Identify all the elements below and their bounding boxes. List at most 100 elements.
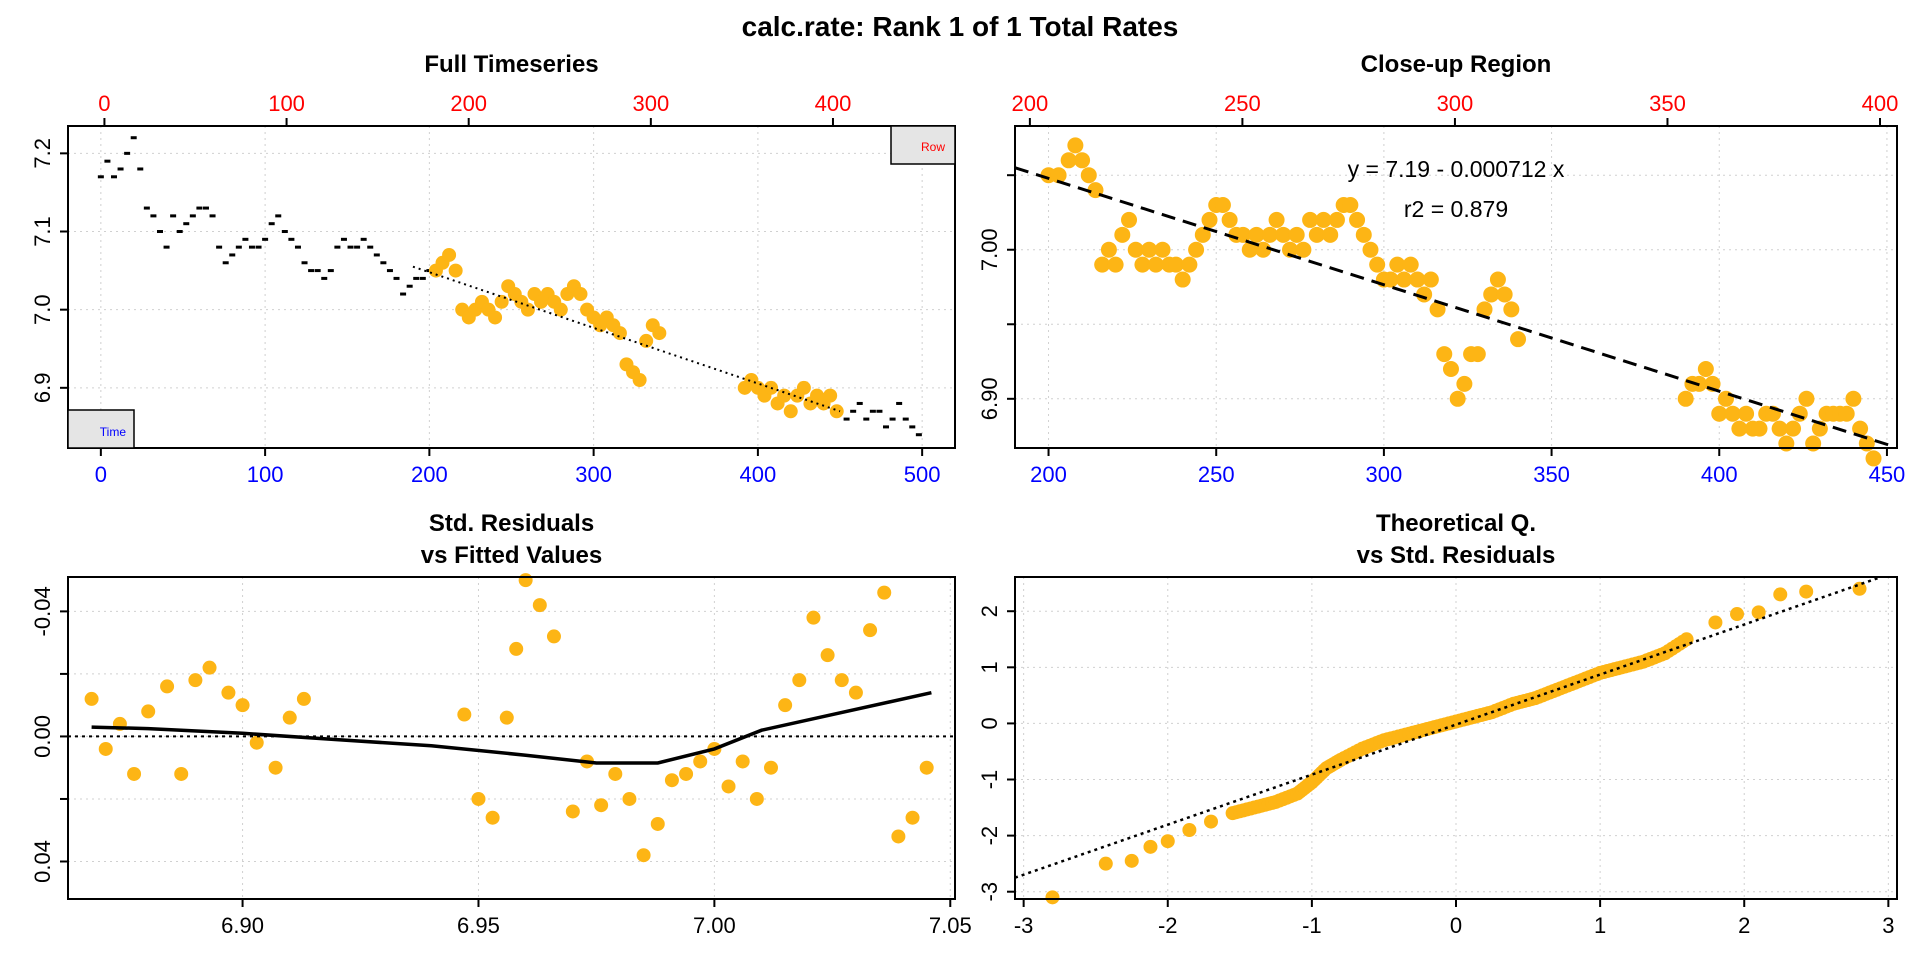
closeup-point-65 bbox=[1483, 286, 1500, 303]
closeup-point-23 bbox=[1201, 211, 1218, 228]
full-xtick-label-4: 400 bbox=[740, 462, 777, 487]
full-bg-point-56 bbox=[876, 409, 883, 413]
closeup-point-55 bbox=[1416, 286, 1433, 303]
full-bg-point-6 bbox=[137, 167, 144, 171]
closeup-point-31 bbox=[1255, 241, 1272, 258]
full-bg-point-9 bbox=[156, 230, 163, 234]
full-point-14 bbox=[520, 302, 535, 317]
closeup-point-75 bbox=[1711, 405, 1728, 422]
closeup-xtick-label-2: 300 bbox=[1366, 462, 1403, 487]
resid-point-38 bbox=[778, 698, 793, 713]
closeup-point-45 bbox=[1349, 211, 1366, 228]
full-bg-point-28 bbox=[281, 230, 288, 234]
full-bg-point-55 bbox=[869, 409, 876, 413]
full-bg-point-57 bbox=[883, 425, 890, 429]
closeup-point-8 bbox=[1100, 241, 1117, 258]
closeup-point-86 bbox=[1785, 420, 1802, 437]
closeup-point-98 bbox=[1865, 450, 1882, 467]
closeup-point-89 bbox=[1805, 435, 1822, 452]
closeup-top-tick-label-2: 300 bbox=[1437, 91, 1474, 116]
closeup-point-33 bbox=[1268, 211, 1285, 228]
full-bg-point-41 bbox=[367, 245, 374, 249]
resid-xtick-label-0: 6.90 bbox=[221, 913, 264, 938]
qq-xtick-label-3: 0 bbox=[1450, 913, 1462, 938]
full-xtick-label-5: 500 bbox=[904, 462, 941, 487]
closeup-point-11 bbox=[1121, 211, 1138, 228]
full-point-44 bbox=[796, 380, 811, 395]
closeup-point-16 bbox=[1154, 241, 1171, 258]
full-bg-point-47 bbox=[406, 284, 413, 288]
full-bg-point-17 bbox=[209, 214, 216, 218]
qq-point-140 bbox=[1708, 615, 1723, 630]
full-legend-row-label: Row bbox=[921, 140, 945, 154]
closeup-point-36 bbox=[1288, 226, 1305, 243]
full-bg-point-33 bbox=[314, 269, 321, 273]
resid-point-7 bbox=[188, 673, 203, 688]
full-bg-point-30 bbox=[294, 245, 301, 249]
qq-point-143 bbox=[1773, 587, 1788, 602]
resid-smooth-line bbox=[91, 690, 932, 765]
full-bg-point-59 bbox=[896, 401, 903, 405]
full-xtick-label-0: 0 bbox=[95, 462, 107, 487]
qq-point-144 bbox=[1799, 584, 1814, 599]
closeup-ytick-label-1: 7.00 bbox=[977, 228, 1002, 271]
closeup-point-67 bbox=[1496, 286, 1513, 303]
closeup-point-53 bbox=[1402, 256, 1419, 273]
closeup-xtick-label-1: 250 bbox=[1198, 462, 1235, 487]
full-bg-point-43 bbox=[380, 261, 387, 265]
resid-point-20 bbox=[518, 573, 533, 588]
full-bg-point-16 bbox=[202, 206, 209, 210]
closeup-point-13 bbox=[1134, 256, 1151, 273]
closeup-point-37 bbox=[1295, 241, 1312, 258]
closeup-point-5 bbox=[1080, 167, 1097, 184]
closeup-point-19 bbox=[1174, 271, 1191, 288]
closeup-point-2 bbox=[1060, 152, 1077, 169]
qq-point-2 bbox=[1124, 853, 1139, 868]
qq-xtick-label-5: 2 bbox=[1738, 913, 1750, 938]
full-bg-point-29 bbox=[288, 237, 295, 241]
resid-point-13 bbox=[282, 710, 297, 725]
closeup-point-21 bbox=[1188, 241, 1205, 258]
resid-point-15 bbox=[457, 707, 472, 722]
resid-point-0 bbox=[84, 691, 99, 706]
full-point-31 bbox=[632, 373, 647, 388]
qq-title: Theoretical Q. bbox=[1376, 510, 1536, 537]
qq-ytick-label-1: -2 bbox=[977, 826, 1002, 846]
full-bg-point-4 bbox=[124, 151, 131, 155]
full-point-3 bbox=[448, 263, 463, 278]
closeup-point-48 bbox=[1369, 256, 1386, 273]
resid-point-27 bbox=[622, 791, 637, 806]
qq-point-3 bbox=[1143, 839, 1158, 854]
closeup-equation: y = 7.19 - 0.000712 x bbox=[1348, 156, 1565, 182]
closeup-title: Close-up Region bbox=[1361, 51, 1552, 78]
closeup-point-61 bbox=[1456, 375, 1473, 392]
full-bg-point-5 bbox=[130, 136, 137, 140]
qq-reference-line bbox=[1014, 575, 1882, 879]
full-xtick-label-3: 300 bbox=[575, 462, 612, 487]
closeup-point-95 bbox=[1845, 390, 1862, 407]
full-bg-point-37 bbox=[340, 237, 347, 241]
qq-subtitle: vs Std. Residuals bbox=[1357, 542, 1556, 569]
full-ytick-label-3: 7.2 bbox=[30, 138, 55, 169]
resid-point-5 bbox=[160, 679, 175, 694]
closeup-point-51 bbox=[1389, 256, 1406, 273]
closeup-point-77 bbox=[1724, 405, 1741, 422]
full-bg-point-22 bbox=[242, 237, 249, 241]
figure-title: calc.rate: Rank 1 of 1 Total Rates bbox=[742, 11, 1179, 42]
full-bg-point-62 bbox=[915, 433, 922, 437]
closeup-point-66 bbox=[1489, 271, 1506, 288]
resid-xtick-label-1: 6.95 bbox=[457, 913, 500, 938]
resid-point-43 bbox=[848, 685, 863, 700]
resid-point-35 bbox=[735, 754, 750, 769]
resid-xtick-label-3: 7.05 bbox=[929, 913, 972, 938]
resid-point-40 bbox=[806, 610, 821, 625]
full-frame bbox=[67, 125, 956, 449]
full-top-tick-label-2: 200 bbox=[450, 91, 487, 116]
full-bg-point-24 bbox=[255, 245, 262, 249]
full-ytick-label-0: 6.9 bbox=[30, 373, 55, 404]
closeup-point-94 bbox=[1838, 405, 1855, 422]
resid-point-42 bbox=[834, 673, 849, 688]
closeup-point-4 bbox=[1074, 152, 1091, 169]
resid-point-36 bbox=[749, 791, 764, 806]
full-top-tick-label-3: 300 bbox=[632, 91, 669, 116]
